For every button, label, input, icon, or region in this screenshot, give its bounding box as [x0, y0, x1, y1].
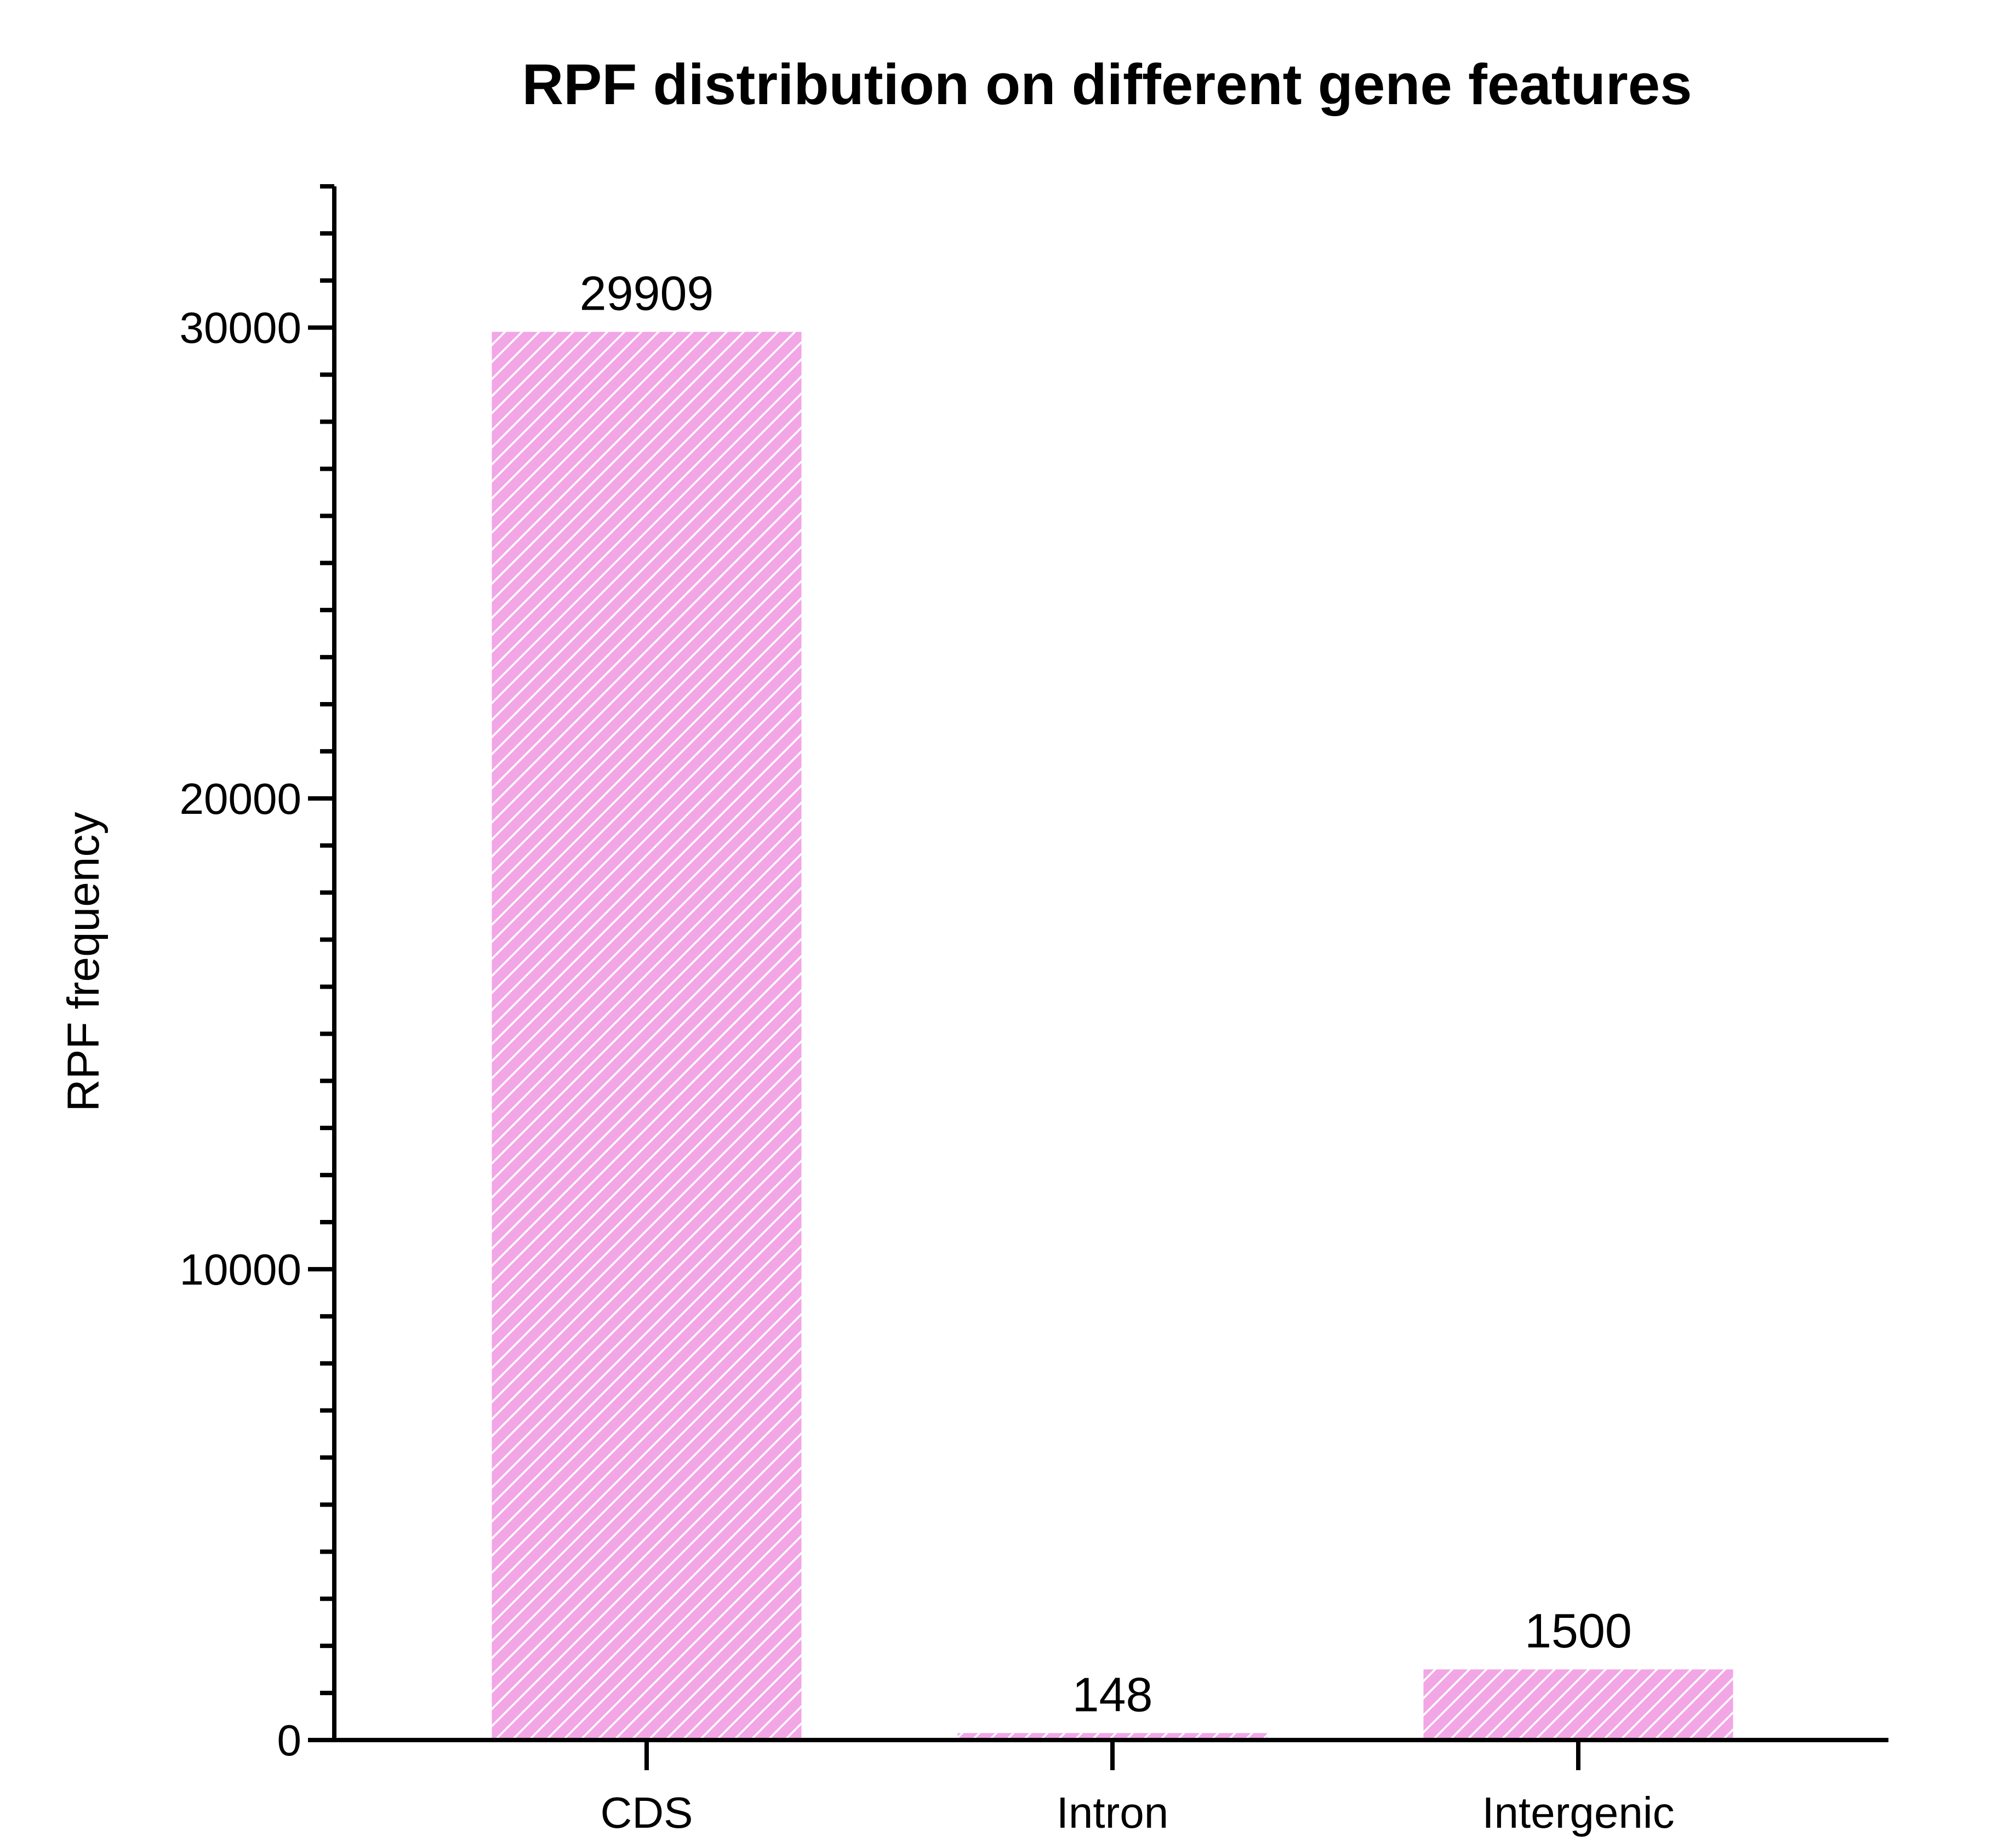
x-tick-label-intron: Intron — [1057, 1788, 1169, 1837]
x-tick-label-intergenic: Intergenic — [1482, 1788, 1674, 1837]
x-ticks-layer: CDS Intron Intergenic — [601, 1740, 1675, 1837]
chart-title: RPF distribution on different gene featu… — [522, 53, 1692, 117]
bar-cds — [492, 332, 802, 1741]
bars-layer — [492, 332, 1733, 1741]
y-ticks-layer: 0 10000 20000 30000 — [180, 184, 334, 1765]
y-tick-label: 0 — [277, 1716, 302, 1765]
y-tick-label: 10000 — [180, 1245, 301, 1294]
data-label-intron: 148 — [1072, 1667, 1153, 1721]
x-tick-label-cds: CDS — [601, 1788, 693, 1837]
y-tick-label: 30000 — [180, 304, 301, 352]
data-label-cds: 29909 — [580, 266, 714, 321]
y-tick-label: 20000 — [180, 774, 301, 823]
y-axis-label: RPF frequency — [59, 812, 109, 1112]
data-label-intergenic: 1500 — [1525, 1604, 1632, 1658]
bar-intergenic — [1423, 1669, 1733, 1740]
data-labels-layer: 29909 148 1500 — [580, 266, 1632, 1722]
